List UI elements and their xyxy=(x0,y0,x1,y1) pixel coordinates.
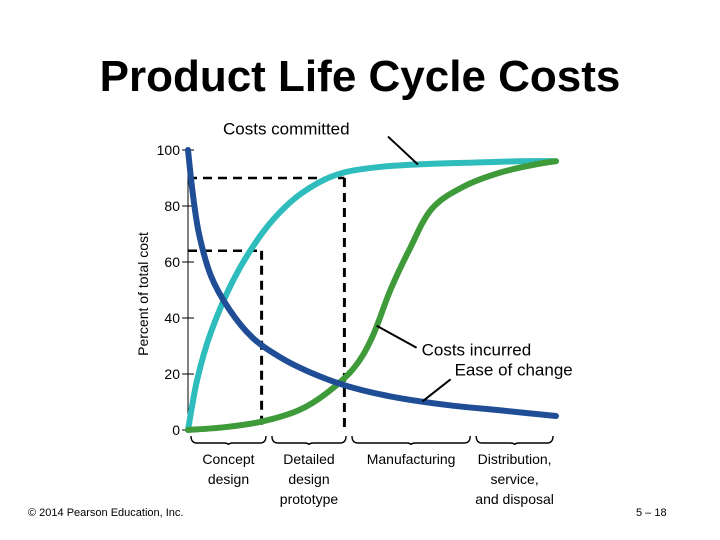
phase-label: and disposal xyxy=(475,491,554,507)
phase-label: design xyxy=(288,471,329,487)
phase-label: prototype xyxy=(280,491,339,507)
phase-group: Concept design Detailed design prototype Manu… xyxy=(190,435,554,507)
series-group xyxy=(185,147,559,433)
annotation-leader-line xyxy=(387,135,419,166)
y-tick-label: 80 xyxy=(164,198,180,214)
y-tick-label: 20 xyxy=(164,366,180,382)
series-line-costs-incurred xyxy=(185,158,559,433)
phase-label: Distribution, xyxy=(478,451,552,467)
phase-label: design xyxy=(208,471,249,487)
y-tick-label: 0 xyxy=(172,422,180,438)
phase-label: Concept xyxy=(202,451,254,467)
y-tick-label: 100 xyxy=(157,142,181,158)
annotation-label: Costs incurred xyxy=(422,341,532,360)
annotation-leader-line xyxy=(376,324,418,349)
series-line-costs-committed xyxy=(185,158,559,433)
phase-brace xyxy=(351,435,471,446)
y-tick-label: 40 xyxy=(164,310,180,326)
y-axis-label: Percent of total cost xyxy=(135,232,151,356)
copyright-notice: © 2014 Pearson Education, Inc. xyxy=(28,507,184,519)
axis-group: 0 20 40 60 80 100 xyxy=(157,142,194,438)
phase-brace xyxy=(271,435,347,446)
page-number: 5 – 18 xyxy=(636,507,667,519)
slide-title: Product Life Cycle Costs xyxy=(99,52,621,101)
series-line-ease-of-change xyxy=(185,147,559,419)
annotation-label: Ease of change xyxy=(455,360,573,379)
phase-brace xyxy=(190,435,267,446)
annotation-leader-line xyxy=(421,378,452,403)
phase-brace xyxy=(475,435,554,446)
reference-lines xyxy=(188,176,346,430)
annotation-label: Costs committed xyxy=(223,120,350,139)
phase-label: service, xyxy=(490,471,538,487)
y-tick-label: 60 xyxy=(164,254,180,270)
phase-label: Detailed xyxy=(283,451,334,467)
phase-label: Manufacturing xyxy=(367,451,456,467)
